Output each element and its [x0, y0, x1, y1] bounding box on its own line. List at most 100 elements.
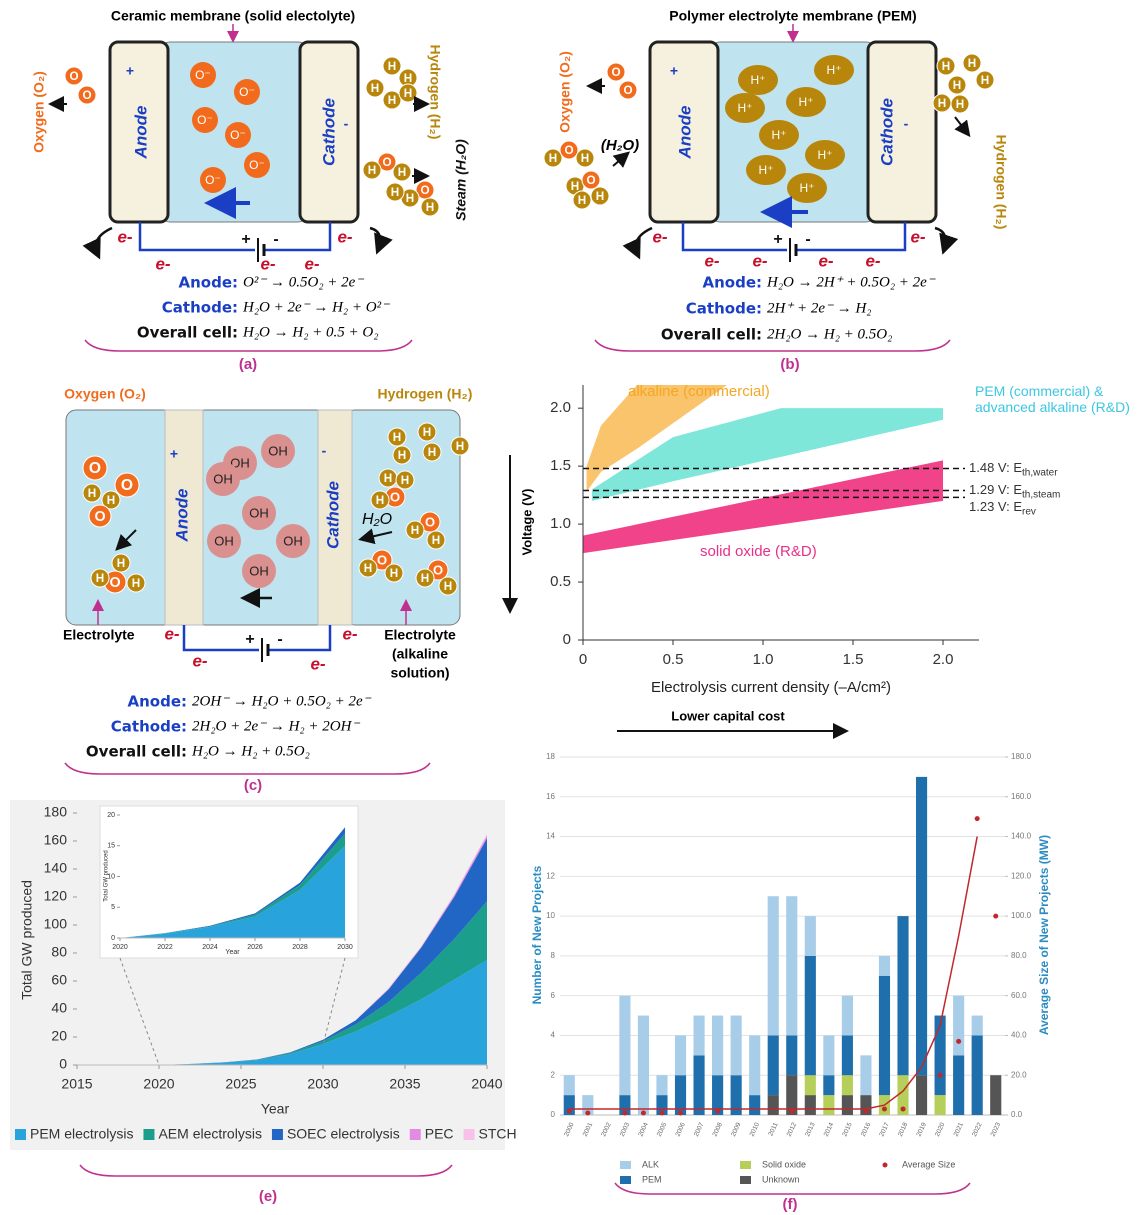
- bar: [935, 1095, 946, 1115]
- equation: 2H₂O + 2e⁻ → H₂ + 2OH⁻: [192, 718, 360, 734]
- arrow: [935, 228, 946, 250]
- arrow: [370, 228, 380, 250]
- atom-label: H: [398, 166, 406, 179]
- y2-tick-label: 140.0: [1011, 832, 1032, 841]
- wire: [140, 222, 255, 250]
- legend-swatch: [15, 1129, 26, 1140]
- atom-label: H: [956, 98, 964, 111]
- y-tick-label: 80: [51, 944, 67, 960]
- bar: [972, 1035, 983, 1115]
- atom-label: H: [393, 431, 401, 444]
- y-tick-label: 100: [44, 916, 68, 932]
- ion-label: H⁺: [751, 73, 766, 87]
- series-label-box: PEM (commercial) & advanced alkaline (R&…: [975, 383, 1145, 423]
- series-label: alkaline (commercial): [628, 383, 770, 400]
- x-tick-label: 2019: [915, 1121, 928, 1137]
- bar: [823, 1035, 834, 1075]
- side-label: Oxygen (O₂): [557, 51, 573, 133]
- point: [585, 1111, 590, 1116]
- bar: [842, 1075, 853, 1095]
- water-label: H₂O: [362, 511, 392, 528]
- atom-label: H: [968, 57, 976, 70]
- y-tick-label: 160: [44, 832, 68, 848]
- y-tick-label: 16: [546, 792, 555, 801]
- atom-label: O: [89, 460, 101, 477]
- ion-label: H⁺: [799, 95, 814, 109]
- reference-label: 1.29 V: Eth,steam: [969, 482, 1060, 500]
- bar: [638, 1016, 649, 1115]
- x-tick-label: 2013: [804, 1121, 817, 1137]
- atom-label: O: [586, 174, 595, 187]
- x-tick-label: 2030: [337, 944, 353, 951]
- atom-label: H: [388, 94, 396, 107]
- equation-label: Anode:: [127, 693, 187, 711]
- atom-label: H: [117, 557, 125, 570]
- y-tick-label: 1.5: [550, 457, 571, 474]
- sign: +: [241, 231, 250, 248]
- water-label: (H₂O): [601, 137, 639, 154]
- atom-label: O: [623, 84, 632, 97]
- atom-label: H: [581, 152, 589, 165]
- atom-label: H: [391, 186, 399, 199]
- bar: [972, 1016, 983, 1036]
- ion-label: H⁺: [738, 101, 753, 115]
- bar: [731, 1016, 742, 1076]
- electrode-label: Cathode: [323, 481, 342, 549]
- x-tick-label: 0.5: [663, 651, 684, 668]
- annotation: Lower capital cost: [671, 708, 785, 723]
- y-tick-label: 14: [546, 832, 555, 841]
- legend-swatch: [143, 1129, 154, 1140]
- legend-label: PEM electrolysis: [30, 1126, 133, 1142]
- bracket: [615, 1183, 970, 1194]
- atom-label: O: [94, 509, 105, 525]
- bar: [805, 1095, 816, 1115]
- bracket: [85, 340, 412, 351]
- equation-label: Overall cell:: [661, 326, 762, 344]
- atom-label: H: [88, 487, 96, 500]
- atom-label: H: [107, 494, 115, 507]
- ion-label: H⁺: [800, 181, 815, 195]
- electron: e-: [117, 227, 132, 246]
- x-tick-label: 2020: [143, 1076, 174, 1092]
- reference-label: 1.23 V: Erev: [969, 499, 1036, 517]
- legend-swatch: [740, 1176, 751, 1184]
- x-tick-label: 2021: [953, 1121, 966, 1137]
- caption: (e): [259, 1188, 277, 1205]
- atom-label: H: [596, 190, 604, 203]
- bar: [916, 777, 927, 1075]
- sign: +: [170, 446, 178, 462]
- bar: [860, 1055, 871, 1095]
- arrow: [636, 228, 652, 255]
- bar: [619, 996, 630, 1095]
- legend-label: Solid oxide: [762, 1159, 806, 1169]
- ion-label: H⁺: [827, 63, 842, 77]
- legend-swatch: [883, 1163, 888, 1168]
- equation: H₂O → 2H⁺ + 0.5O₂ + 2e⁻: [766, 274, 936, 290]
- atom-label: O: [425, 514, 435, 529]
- bar: [823, 1095, 834, 1115]
- point: [956, 1039, 961, 1044]
- y2-tick-label: 40.0: [1011, 1031, 1027, 1040]
- bar: [879, 956, 890, 976]
- bar: [842, 1095, 853, 1115]
- x-tick-label: 2008: [712, 1121, 725, 1137]
- equation: H₂O → H₂ + 0.5O₂: [191, 743, 310, 759]
- atom-label: H: [371, 82, 379, 95]
- atom-label: H: [132, 577, 140, 590]
- x-tick-label: 2020: [112, 944, 128, 951]
- compartment: [66, 410, 176, 625]
- bar: [953, 996, 964, 1056]
- y-tick-label: 60: [51, 972, 67, 988]
- atom-label: H: [444, 580, 452, 593]
- bar: [786, 1035, 797, 1075]
- bar: [805, 1075, 816, 1095]
- y-tick-label: 2.0: [550, 399, 571, 416]
- y-tick-label: 18: [546, 752, 555, 761]
- side-label: Hydrogen (H₂): [378, 386, 473, 402]
- y-tick-label: 140: [44, 860, 68, 876]
- y-axis-label: Total GW produced: [104, 850, 110, 901]
- x-axis-label: Electrolysis current density (–A/cm²): [651, 679, 891, 696]
- x-tick-label: 2006: [674, 1121, 687, 1137]
- bar: [953, 1055, 964, 1115]
- sign: -: [273, 231, 278, 248]
